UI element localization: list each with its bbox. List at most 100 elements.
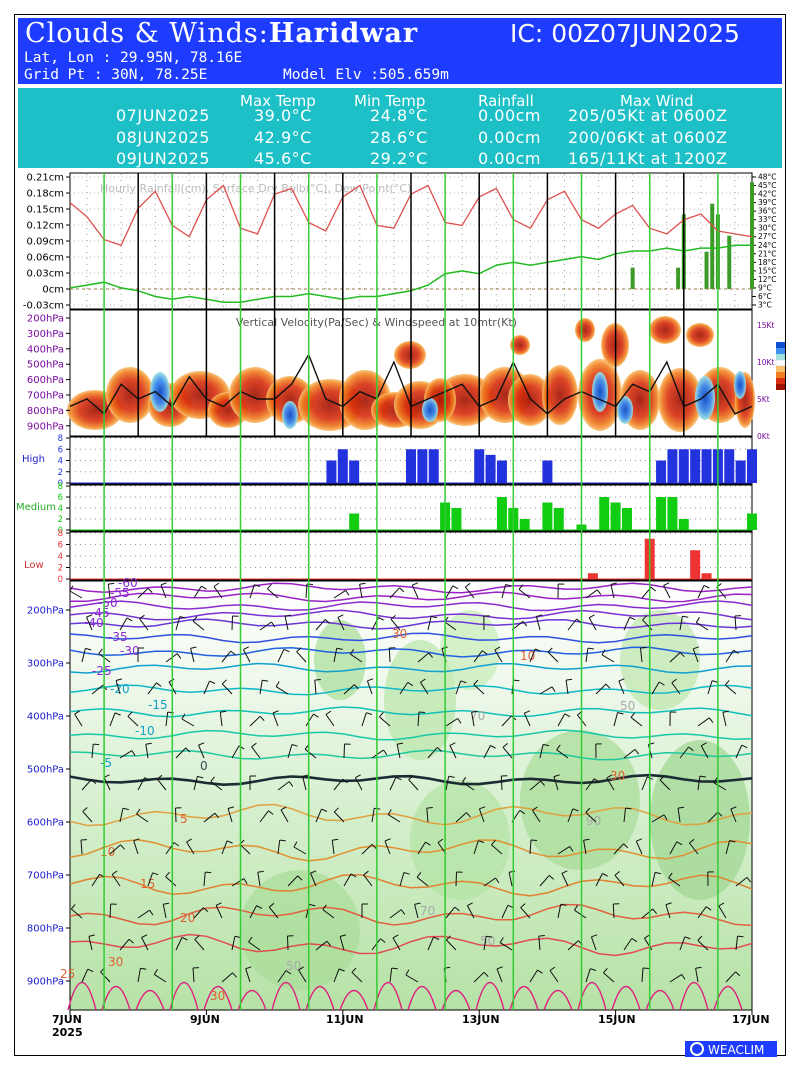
wind-barb-flag <box>291 744 298 747</box>
wind-barb <box>449 745 457 759</box>
wind-barb <box>501 584 507 599</box>
y-tick-label: 18°C <box>758 258 777 267</box>
wind-barb-flag <box>221 679 227 685</box>
wind-barb-flag <box>322 904 327 910</box>
wind-barb-flag <box>461 776 467 783</box>
wind-barb-flag <box>337 614 344 618</box>
wind-barb <box>88 936 93 951</box>
wind-barb-flag <box>684 936 691 940</box>
y-tick-label: 27°C <box>758 232 777 241</box>
wind-barb <box>109 903 112 919</box>
wind-barb-flag <box>449 742 456 746</box>
wind-barb-flag <box>618 678 625 682</box>
wind-barb-flag <box>131 750 136 756</box>
wind-barb-flag <box>339 934 347 937</box>
wind-barb <box>305 583 308 599</box>
humidity-patch <box>520 730 640 870</box>
y-tick-label: 0 <box>58 575 63 585</box>
wind-barb <box>416 876 429 887</box>
wind-barb-flag <box>583 838 590 841</box>
wind-barb-flag <box>735 971 741 977</box>
y-tick-label: 15°C <box>758 266 777 275</box>
y-tick-label: 8 <box>58 434 63 444</box>
wind-barb-flag <box>298 966 304 971</box>
cloud-bar <box>553 508 564 530</box>
contour-label: 30 <box>210 989 225 1003</box>
x-tick-label: 7JUN <box>52 1013 82 1026</box>
wind-barb-flag <box>573 904 579 911</box>
y-tick-label: 39°C <box>758 198 777 207</box>
wind-barb <box>251 746 261 759</box>
wind-barb <box>623 749 636 759</box>
wind-barb-flag <box>310 870 317 874</box>
wind-barb-flag <box>268 810 274 815</box>
wind-barb <box>419 682 429 695</box>
wind-barb <box>371 749 384 759</box>
vv-blob <box>510 335 530 355</box>
y-tick-label: 10Kt <box>757 358 774 367</box>
wind-barb-flag <box>416 872 422 878</box>
wind-barb-flag <box>601 649 606 656</box>
panel-vertical-velocity: Vertical Velocity(Pa/Sec) & Windspeed at… <box>27 309 786 441</box>
wind-barb <box>499 942 513 951</box>
temperature-contour <box>70 591 753 603</box>
wind-barb <box>730 808 737 823</box>
wind-barb <box>156 778 167 791</box>
wind-barb-flag <box>703 584 710 589</box>
wind-barb-flag <box>542 743 550 747</box>
wind-barb-flag <box>126 617 133 622</box>
wind-barb <box>697 717 710 727</box>
y-tick-label: 0.03cm <box>26 269 64 280</box>
location-name: Haridwar <box>268 18 419 49</box>
wind-barb-flag <box>363 870 369 876</box>
wind-barb <box>630 717 643 727</box>
wind-barb <box>231 936 236 951</box>
temperature-contour <box>69 684 753 696</box>
wind-barb-flag <box>108 582 115 585</box>
y-tick-label: 500hPa <box>27 360 64 371</box>
wind-barb-flag <box>682 615 689 618</box>
temp-axis: 48°C45°C42°C39°C36°C33°C30°C27°C24°C21°C… <box>752 173 777 310</box>
wind-barb <box>82 811 93 823</box>
wind-barb-flag <box>730 806 737 810</box>
wind-barb <box>147 682 157 695</box>
y-tick-label: 0cm <box>42 285 64 296</box>
vv-blob-down <box>150 372 170 412</box>
wind-barb <box>444 621 457 631</box>
cloud-bar <box>678 449 689 483</box>
wind-barb-flag <box>243 878 248 884</box>
cloud-bar <box>542 502 553 530</box>
contour-label: 20 <box>180 911 195 925</box>
wind-barb-flag <box>140 967 147 970</box>
cloud-bar <box>428 449 439 483</box>
wind-barb-flag <box>279 839 286 842</box>
wind-barb-flag <box>336 647 343 650</box>
cloud-bar <box>667 497 678 530</box>
wind-barb <box>585 778 595 791</box>
wind-barb <box>567 940 579 951</box>
wind-barb-flag <box>718 902 725 907</box>
wind-barb <box>119 750 133 759</box>
wind-barb <box>302 776 307 791</box>
wind-barb <box>613 843 624 855</box>
wind-barb <box>590 936 597 951</box>
wind-barb-flag <box>538 935 545 937</box>
temperature-contour <box>69 773 753 787</box>
wind-barb-flag <box>602 873 608 877</box>
wind-barb-flag <box>354 684 359 690</box>
wind-barb <box>539 686 553 695</box>
wind-barb <box>483 877 496 887</box>
wind-barb <box>473 840 479 855</box>
panel-rain-temp: Hourly Rainfall(cm), Surface Dry Bulb(°C… <box>23 172 777 312</box>
contour-label: 30 <box>392 627 407 641</box>
wind-barb-flag <box>214 812 220 819</box>
cloud-bar <box>349 513 360 530</box>
wind-barb <box>147 872 154 887</box>
wind-barb-flag <box>746 877 752 883</box>
wind-barb-flag <box>572 808 579 812</box>
temperature-contour <box>645 990 675 1011</box>
wind-barb-flag <box>505 584 512 587</box>
wind-barb <box>445 585 454 599</box>
wind-barb <box>242 649 251 663</box>
x-tick-label: 15JUN <box>598 1013 636 1026</box>
